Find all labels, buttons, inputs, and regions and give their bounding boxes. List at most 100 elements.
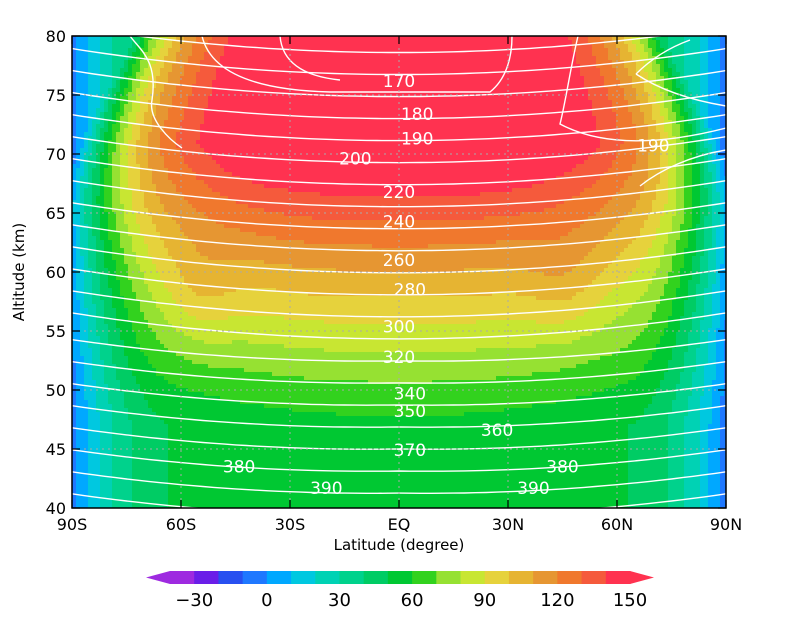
field-cell	[220, 224, 225, 261]
field-cell	[448, 196, 453, 221]
field-cell	[272, 376, 277, 409]
field-cell	[664, 372, 669, 508]
field-cell	[416, 220, 421, 249]
field-cell	[420, 296, 425, 325]
field-cell	[436, 296, 441, 325]
field-cell	[112, 260, 117, 309]
field-cell	[544, 36, 549, 181]
field-cell	[640, 416, 645, 508]
field-cell	[108, 404, 113, 508]
field-cell	[284, 376, 289, 409]
field-cell	[200, 60, 205, 125]
field-cell	[548, 180, 553, 209]
colorbar-tick-label: 150	[613, 590, 647, 611]
field-cell	[676, 104, 681, 125]
field-cell	[628, 76, 633, 113]
field-cell	[380, 296, 385, 325]
field-cell	[704, 36, 709, 129]
field-cell	[284, 320, 289, 349]
field-cell	[164, 36, 169, 41]
field-cell	[696, 116, 701, 137]
field-cell	[684, 96, 689, 113]
field-cell	[512, 240, 517, 269]
field-cell	[516, 408, 521, 508]
field-cell	[280, 408, 285, 508]
field-cell	[364, 244, 369, 273]
field-cell	[128, 236, 133, 281]
field-cell	[692, 120, 697, 141]
field-cell	[376, 352, 381, 385]
field-cell	[320, 320, 325, 349]
field-cell	[328, 352, 333, 381]
field-cell	[712, 284, 717, 381]
field-cell	[592, 184, 597, 217]
field-cell	[472, 380, 477, 413]
field-cell	[452, 416, 457, 508]
field-cell	[340, 352, 345, 381]
field-cell	[516, 320, 521, 349]
field-cell	[408, 296, 413, 325]
field-cell	[524, 296, 529, 321]
field-cell	[516, 376, 521, 409]
field-cell	[528, 408, 533, 508]
field-cell	[360, 36, 365, 197]
field-cell	[196, 36, 201, 73]
field-cell	[144, 320, 149, 357]
field-cell	[548, 372, 553, 405]
field-cell	[340, 380, 345, 417]
field-cell	[632, 304, 637, 341]
field-cell	[372, 296, 377, 325]
x-tick-label: EQ	[388, 515, 411, 534]
field-cell	[276, 376, 281, 409]
field-cell	[120, 116, 125, 145]
field-cell	[328, 244, 333, 269]
field-cell	[336, 296, 341, 325]
field-cell	[508, 348, 513, 377]
field-cell	[448, 36, 453, 197]
field-cell	[180, 388, 185, 508]
field-cell	[480, 192, 485, 221]
field-cell	[168, 352, 173, 385]
field-cell	[444, 36, 449, 197]
field-cell	[664, 328, 669, 373]
field-cell	[628, 424, 633, 508]
field-cell	[100, 128, 105, 153]
field-cell	[688, 228, 693, 281]
field-cell	[292, 320, 297, 349]
field-cell	[676, 88, 681, 105]
field-cell	[376, 296, 381, 325]
field-cell	[408, 36, 413, 197]
colorbar-swatch	[291, 571, 316, 584]
field-cell	[420, 248, 425, 273]
field-cell	[200, 256, 205, 297]
field-cell	[92, 140, 97, 169]
field-cell	[492, 412, 497, 508]
field-cell	[380, 416, 385, 508]
field-cell	[556, 176, 561, 205]
field-cell	[488, 36, 493, 193]
field-cell	[504, 320, 509, 349]
field-cell	[668, 412, 673, 508]
field-cell	[408, 384, 413, 417]
field-cell	[612, 40, 617, 69]
contour-line	[72, 158, 726, 186]
field-cell	[164, 248, 169, 289]
field-cell	[648, 60, 653, 81]
field-cell	[308, 296, 313, 321]
field-cell	[644, 328, 649, 365]
field-cell	[312, 296, 317, 321]
field-cell	[92, 120, 97, 141]
field-cell	[416, 384, 421, 417]
field-cell	[660, 336, 665, 381]
field-cell	[392, 196, 397, 221]
field-cell	[696, 136, 701, 165]
field-cell	[140, 272, 145, 313]
field-cell	[220, 296, 225, 321]
field-cell	[272, 316, 277, 345]
field-cell	[540, 36, 545, 185]
field-cell	[360, 196, 365, 221]
field-cell	[272, 236, 277, 265]
field-cell	[520, 240, 525, 269]
field-cell	[668, 80, 673, 97]
